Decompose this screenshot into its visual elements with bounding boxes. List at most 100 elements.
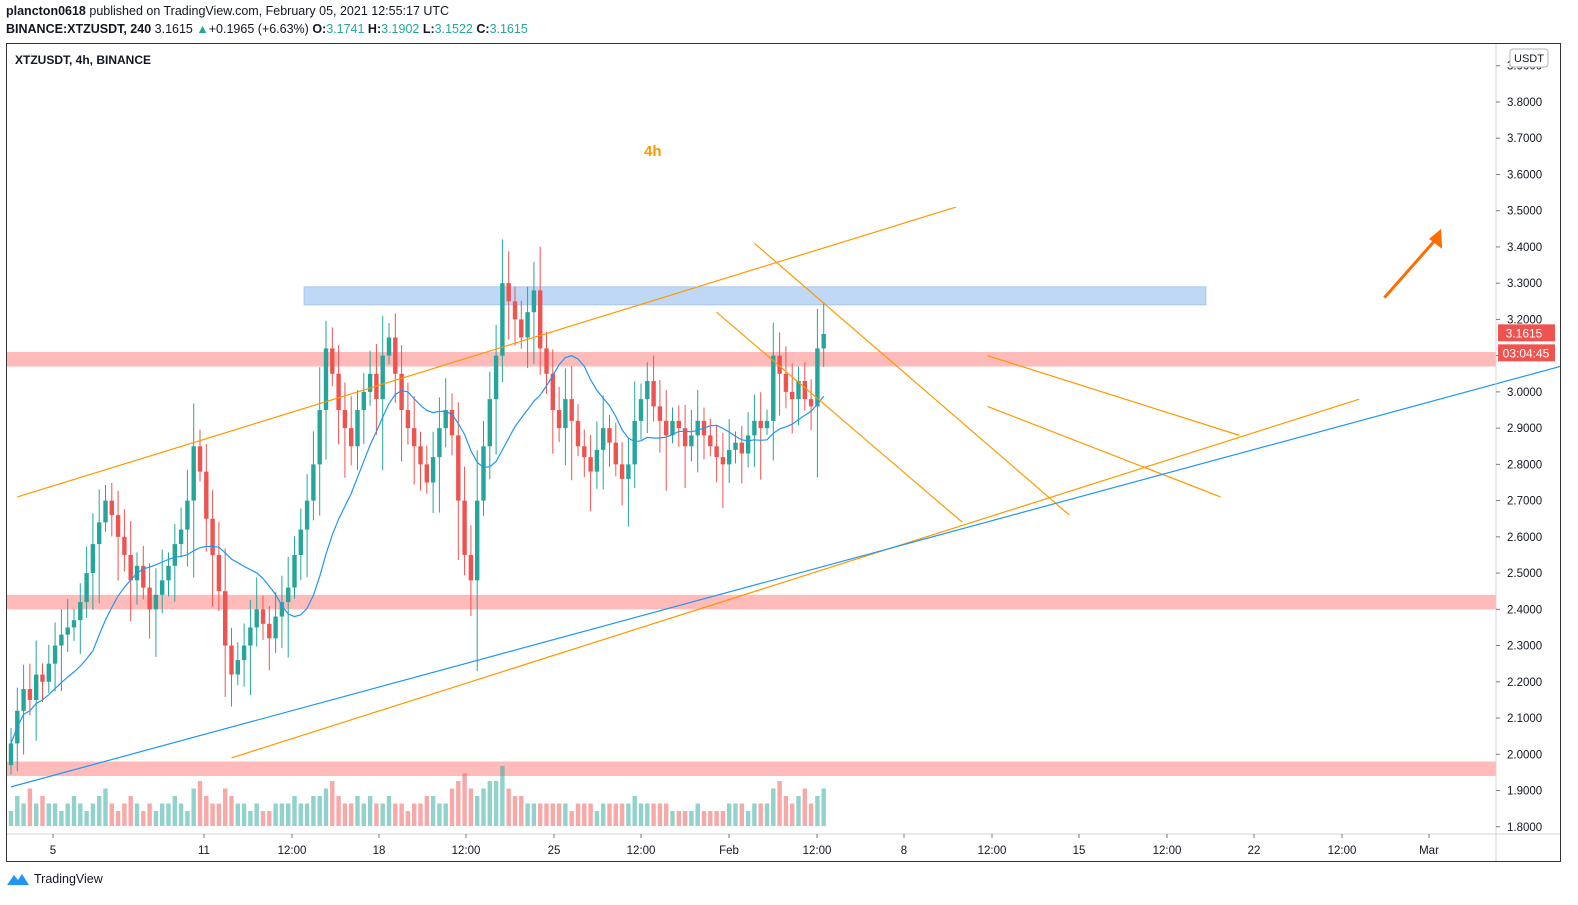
candle-body — [191, 446, 196, 501]
projection-arrow-shaft[interactable] — [1383, 235, 1440, 299]
volume-bar — [519, 796, 524, 826]
price-tick-label: 3.0000 — [1507, 387, 1542, 399]
orange-trendline[interactable] — [987, 355, 1240, 436]
time-tick-label: 8 — [901, 845, 907, 857]
candle-body — [619, 464, 625, 479]
candle-body — [727, 449, 732, 465]
candle-body — [71, 620, 77, 628]
support-zone-2[interactable] — [7, 761, 1496, 777]
candle-body — [670, 420, 675, 436]
volume-bar — [733, 803, 738, 826]
volume-bar — [758, 803, 763, 826]
candle-body — [638, 399, 644, 421]
candle-body — [569, 399, 574, 421]
price-tick-label: 1.8000 — [1507, 822, 1542, 834]
candle-body — [172, 544, 177, 566]
volume-bar — [752, 803, 757, 826]
volume-bar — [468, 788, 474, 826]
volume-bar — [657, 803, 663, 826]
currency-label: USDT — [1514, 53, 1544, 65]
brand-name[interactable]: TradingView — [34, 872, 103, 886]
price-axis: 3.90003.80003.70003.60003.50003.40003.30… — [1496, 61, 1542, 834]
candle-body — [311, 464, 316, 501]
candle-body — [708, 435, 713, 447]
candle-body — [689, 435, 694, 447]
orange-trendline[interactable] — [754, 242, 1070, 516]
volume-bar — [109, 803, 114, 826]
timeframe-annotation[interactable]: 4h — [644, 143, 662, 160]
candle-body — [34, 674, 39, 700]
candle-body — [418, 446, 423, 465]
volume-bar — [493, 781, 499, 826]
orange-trendline[interactable] — [987, 405, 1221, 498]
candle-body — [254, 609, 259, 628]
volume-bar — [544, 803, 549, 826]
orange-trendline[interactable] — [17, 206, 957, 498]
candle-body — [745, 435, 751, 454]
volume-bar — [538, 803, 543, 826]
candle-body — [323, 348, 329, 411]
volume-bar — [708, 811, 713, 826]
last-price-tag: 3.1615 — [1498, 324, 1555, 342]
volume-bar — [254, 803, 259, 826]
volume-bar — [443, 803, 448, 826]
candle-body — [235, 660, 240, 675]
high-value: 3.1902 — [381, 22, 420, 36]
author-name[interactable]: plancton0618 — [6, 4, 86, 18]
candle-body — [487, 399, 492, 447]
candle-body — [493, 355, 499, 400]
currency-badge[interactable]: USDT — [1509, 48, 1549, 68]
volume-bar — [248, 811, 253, 826]
chart-panel[interactable]: 3.90003.80003.70003.60003.50003.40003.30… — [6, 43, 1561, 862]
volume-bar — [676, 811, 681, 826]
volume-bar — [670, 811, 675, 826]
candle-body — [84, 573, 89, 603]
price-tick-label: 3.6000 — [1507, 169, 1542, 181]
candle-body — [147, 587, 152, 610]
time-tick-label: 12:00 — [1328, 845, 1357, 857]
volume-bar — [134, 803, 140, 826]
volume-bar — [34, 803, 39, 826]
volume-bar — [613, 803, 618, 826]
orange-trendline[interactable] — [231, 398, 1360, 759]
candle-body — [109, 500, 114, 516]
candle-body — [506, 283, 511, 302]
moving-average-line — [10, 355, 825, 744]
candle-body — [550, 373, 555, 411]
drawings-layer — [10, 206, 1560, 788]
candle-body — [626, 464, 631, 479]
candle-body — [103, 500, 108, 523]
price-tick-label: 3.3000 — [1507, 278, 1542, 290]
volume-bar — [689, 811, 694, 826]
candle-body — [412, 428, 417, 447]
support-zone-0[interactable] — [7, 352, 1496, 367]
blue-trendline[interactable] — [10, 301, 1560, 788]
volume-bar — [462, 773, 467, 826]
candle-body — [21, 689, 26, 711]
volume-bar — [204, 796, 209, 826]
projection-arrow-head[interactable] — [1429, 228, 1443, 249]
candle-body — [682, 428, 688, 447]
orange-trendline[interactable] — [716, 311, 963, 523]
price-chart[interactable]: 3.90003.80003.70003.60003.50003.40003.30… — [7, 44, 1560, 861]
volume-bar — [166, 803, 171, 826]
candle-body — [393, 337, 398, 374]
tradingview-logo-icon[interactable] — [6, 872, 30, 886]
price-tick-label: 2.3000 — [1507, 641, 1542, 653]
volume-bar — [506, 788, 511, 826]
price-tick-label: 3.7000 — [1507, 133, 1542, 145]
support-zone-1[interactable] — [7, 594, 1496, 610]
candle-body — [714, 446, 719, 458]
volume-bar — [229, 796, 234, 826]
candle-body — [46, 663, 51, 682]
volume-bar — [412, 803, 417, 826]
volume-bar — [374, 803, 379, 826]
resistance-zone-3[interactable] — [303, 286, 1207, 306]
volume-bar — [626, 803, 631, 826]
open-value: 3.1741 — [326, 22, 365, 36]
volume-bar — [103, 788, 108, 826]
candle-body — [613, 442, 618, 465]
volume-bar — [97, 796, 102, 826]
candle-body — [229, 645, 234, 675]
candle-body — [563, 399, 568, 429]
